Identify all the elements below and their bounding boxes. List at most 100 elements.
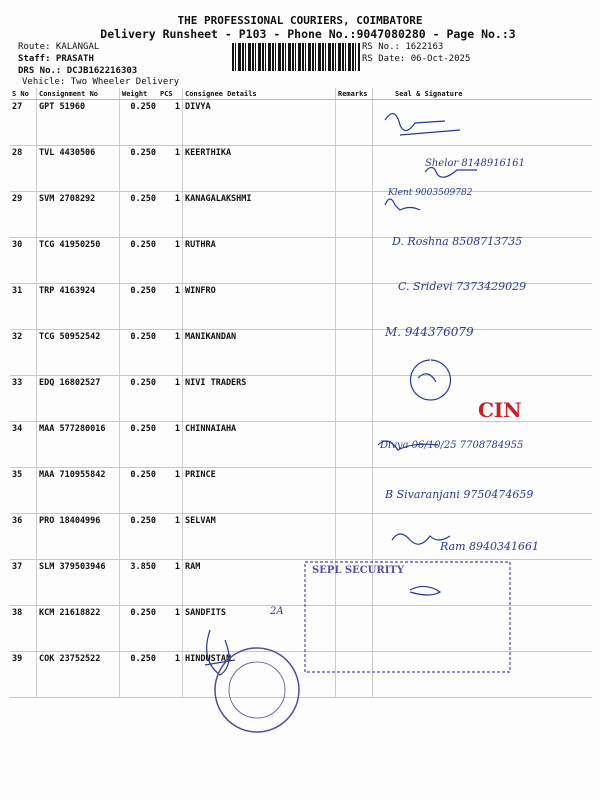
cell-sno: 32 (10, 329, 37, 376)
signature-29 (384, 198, 421, 211)
signature-39 (204, 629, 236, 676)
cell-sno: 34 (10, 421, 37, 468)
cell-weight: 0.250 (119, 283, 158, 330)
cell-sno: 36 (10, 513, 37, 560)
rs-number: RS No.: 1622163 (362, 42, 444, 52)
signature-28 (424, 166, 477, 178)
cell-weight: 0.250 (119, 145, 158, 192)
cell-sno: 31 (10, 283, 37, 330)
cell-remarks (335, 145, 373, 192)
hand-r30: D. Roshna 8508713735 (392, 235, 523, 248)
stamp-text: SEPL SECURITY (312, 565, 404, 576)
cell-signature (372, 283, 592, 330)
cell-weight: 0.250 (119, 605, 158, 652)
cell-sno: 30 (10, 237, 37, 284)
cell-consignee: PRINCE (182, 467, 336, 514)
col-sno: S No (10, 88, 37, 100)
cell-pcs: 1 (158, 605, 183, 652)
cell-pcs: 1 (158, 559, 183, 606)
route: Route: KALANGAL (18, 42, 100, 52)
cell-weight: 0.250 (119, 421, 158, 468)
cell-signature (372, 605, 592, 652)
round-stamp (214, 647, 300, 733)
cell-pcs: 1 (158, 375, 183, 422)
table-row: 27 GPT 51960 0.250 1 DIVYA (10, 99, 592, 146)
col-signature: Seal & Signature (372, 88, 592, 100)
cell-consignee: DIVYA (182, 99, 336, 146)
cell-weight: 0.250 (119, 191, 158, 238)
cell-signature (372, 99, 592, 146)
cell-remarks (335, 559, 373, 606)
cell-consignee: MANIKANDAN (182, 329, 336, 376)
cell-pcs: 1 (158, 421, 183, 468)
cell-weight: 0.250 (119, 329, 158, 376)
cell-sno: 29 (10, 191, 37, 238)
cell-consignment: KCM 21618822 (36, 605, 120, 652)
cell-remarks (335, 421, 373, 468)
company-name: THE PROFESSIONAL COURIERS, COIMBATORE (177, 14, 423, 27)
cell-weight: 0.250 (119, 651, 158, 698)
cell-weight: 3.850 (119, 559, 158, 606)
cell-consignment: SLM 379503946 (36, 559, 120, 606)
hand-r36: B Sivaranjani 9750474659 (385, 488, 534, 501)
hand-r39: 2A (270, 606, 284, 617)
hand-r31: C. Sridevi 7373429029 (398, 280, 527, 293)
cell-pcs: 1 (158, 191, 183, 238)
cell-pcs: 1 (158, 237, 183, 284)
cell-consignee: KEERTHIKA (182, 145, 336, 192)
cell-consignment: TCG 41950250 (36, 237, 120, 284)
cell-remarks (335, 99, 373, 146)
hand-r35: Divya 06/10/25 7708784955 (380, 440, 524, 451)
table-row: 35 MAA 710955842 0.250 1 PRINCE (10, 467, 592, 514)
cell-sno: 39 (10, 651, 37, 698)
cell-pcs: 1 (158, 145, 183, 192)
cell-signature (372, 513, 592, 560)
hand-r28: Shelor 8148916161 (425, 158, 526, 169)
cell-consignment: TVL 4430506 (36, 145, 120, 192)
cell-signature (372, 467, 592, 514)
cell-weight: 0.250 (119, 467, 158, 514)
cell-signature (372, 145, 592, 192)
cell-pcs: 1 (158, 329, 183, 376)
cell-pcs: 1 (158, 99, 183, 146)
cell-consignee: SANDFITS (182, 605, 336, 652)
cell-signature (372, 191, 592, 238)
cell-consignment: MAA 577280016 (36, 421, 120, 468)
cell-consignee: SELVAM (182, 513, 336, 560)
cell-sno: 28 (10, 145, 37, 192)
barcode (232, 43, 360, 71)
cell-remarks (335, 283, 373, 330)
cell-signature (372, 651, 592, 698)
cell-sno: 35 (10, 467, 37, 514)
cell-consignee: NIVI TRADERS (182, 375, 336, 422)
cell-weight: 0.250 (119, 99, 158, 146)
table-row: 31 TRP 4163924 0.250 1 WINFRO (10, 283, 592, 330)
cell-sno: 27 (10, 99, 37, 146)
col-consignment: Consignment No (36, 88, 120, 100)
cell-consignee: RUTHRA (182, 237, 336, 284)
cell-weight: 0.250 (119, 513, 158, 560)
red-stamp: CIN (478, 398, 522, 422)
table-row: 33 EDQ 16802527 0.250 1 NIVI TRADERS (10, 375, 592, 422)
cell-remarks (335, 375, 373, 422)
cell-consignment: PRO 18404996 (36, 513, 120, 560)
signature-37 (391, 533, 451, 545)
cell-consignment: TRP 4163924 (36, 283, 120, 330)
cell-consignee: CHINNAIAHA (182, 421, 336, 468)
rs-date: RS Date: 06-Oct-2025 (362, 54, 471, 64)
cell-signature (372, 421, 592, 468)
cell-consignment: EDQ 16802527 (36, 375, 120, 422)
staff: Staff: PRASATH (18, 54, 94, 64)
cell-pcs: 1 (158, 467, 183, 514)
cell-weight: 0.250 (119, 237, 158, 284)
cell-signature (372, 559, 592, 606)
cell-consignment: TCG 50952542 (36, 329, 120, 376)
hand-r29: Klent 9003509782 (388, 188, 473, 198)
table-row: 29 SVM 2708292 0.250 1 KANAGALAKSHMI (10, 191, 592, 238)
col-pcs: PCS (158, 88, 183, 100)
cell-consignee: KANAGALAKSHMI (182, 191, 336, 238)
vehicle: Vehicle: Two Wheeler Delivery (22, 77, 180, 87)
signature-35 (377, 440, 439, 451)
table-row: 36 PRO 18404996 0.250 1 SELVAM (10, 513, 592, 560)
